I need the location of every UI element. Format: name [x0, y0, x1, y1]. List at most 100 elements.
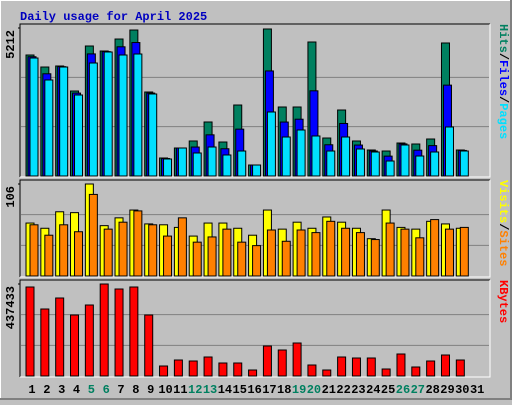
- legend-entry: Pages: [496, 103, 510, 139]
- bar: [118, 54, 128, 177]
- bar: [88, 193, 98, 277]
- legend: Visits/Sites: [496, 180, 510, 266]
- legend-separator: /: [496, 223, 510, 230]
- x-tick-label: 28: [425, 383, 439, 397]
- x-tick-label: 15: [233, 383, 247, 397]
- bar: [148, 224, 158, 277]
- bar: [351, 357, 361, 377]
- bar: [341, 136, 351, 177]
- bar: [173, 359, 183, 377]
- bar: [281, 240, 291, 277]
- bar: [218, 362, 228, 377]
- panel-frame-light: [20, 280, 491, 378]
- bar: [411, 366, 421, 377]
- bar: [277, 349, 287, 377]
- bar: [99, 283, 109, 377]
- bar: [207, 146, 217, 177]
- bar: [370, 151, 380, 177]
- bar: [144, 314, 154, 377]
- bar: [459, 226, 469, 277]
- bar: [118, 221, 128, 277]
- bar: [114, 288, 124, 377]
- x-tick-label: 18: [277, 383, 291, 397]
- x-tick-label: 23: [351, 383, 365, 397]
- x-tick-label: 16: [247, 383, 261, 397]
- x-tick-label: 31: [470, 383, 484, 397]
- bar: [341, 227, 351, 277]
- bar: [44, 234, 54, 277]
- bar: [237, 150, 247, 177]
- bar: [84, 304, 94, 377]
- x-tick-label: 26: [396, 383, 410, 397]
- bar: [381, 368, 391, 377]
- bar: [426, 360, 436, 377]
- bar: [163, 158, 173, 177]
- bar: [385, 222, 395, 277]
- x-tick-label: 1: [28, 383, 35, 397]
- bar: [237, 241, 247, 277]
- legend-entry: Sites: [496, 230, 510, 266]
- bar: [133, 210, 143, 277]
- y-tick-label: 5212: [4, 30, 18, 59]
- panel-frame-light: [20, 180, 491, 278]
- x-tick-label: 12: [188, 383, 202, 397]
- bar: [455, 359, 465, 377]
- x-tick-label: 13: [203, 383, 217, 397]
- bar: [355, 148, 365, 177]
- bar: [177, 217, 187, 277]
- bar: [281, 136, 291, 177]
- bar: [203, 356, 213, 377]
- bar: [311, 135, 321, 177]
- bar: [192, 241, 202, 277]
- bar: [163, 235, 173, 277]
- bar: [326, 220, 336, 277]
- bar: [266, 229, 276, 277]
- bar: [415, 237, 425, 277]
- panel-frame-dark: [19, 179, 490, 277]
- bar: [252, 164, 262, 177]
- bar: [74, 94, 84, 177]
- x-tick-label: 20: [307, 383, 321, 397]
- x-tick-label: 24: [366, 383, 380, 397]
- bar: [29, 224, 39, 277]
- bar: [192, 152, 202, 177]
- x-tick-label: 25: [381, 383, 395, 397]
- bar: [400, 228, 410, 277]
- bar: [262, 345, 272, 377]
- bar: [252, 245, 262, 277]
- x-tick-label: 14: [218, 383, 232, 397]
- bar: [74, 231, 84, 277]
- legend-entry: Files: [496, 60, 510, 96]
- bar: [370, 239, 380, 277]
- bar: [103, 51, 113, 177]
- legend: Hits/Files/Pages: [496, 24, 510, 139]
- bar: [415, 155, 425, 177]
- x-tick-label: 22: [336, 383, 350, 397]
- legend-entry: KBytes: [496, 280, 510, 323]
- x-tick-label: 7: [117, 383, 124, 397]
- bar: [266, 111, 276, 177]
- x-tick-label: 30: [455, 383, 469, 397]
- bar: [440, 354, 450, 377]
- x-tick-label: 19: [292, 383, 306, 397]
- chart-title: Daily usage for April 2025: [20, 10, 207, 24]
- bar: [307, 364, 317, 377]
- bar: [444, 228, 454, 277]
- legend-entry: Hits: [496, 24, 510, 53]
- legend-separator: /: [496, 53, 510, 60]
- panel-frame-dark: [19, 279, 490, 377]
- bar: [188, 360, 198, 377]
- x-tick-label: 6: [103, 383, 110, 397]
- bar: [430, 151, 440, 177]
- bar: [70, 314, 80, 377]
- x-tick-label: 29: [440, 383, 454, 397]
- x-tick-label: 9: [147, 383, 154, 397]
- plot-area: [20, 280, 490, 377]
- x-tick-label: 10: [158, 383, 172, 397]
- x-tick-label: 8: [132, 383, 139, 397]
- x-tick-label: 27: [411, 383, 425, 397]
- bar: [25, 286, 35, 377]
- bar: [355, 232, 365, 277]
- bar: [88, 62, 98, 177]
